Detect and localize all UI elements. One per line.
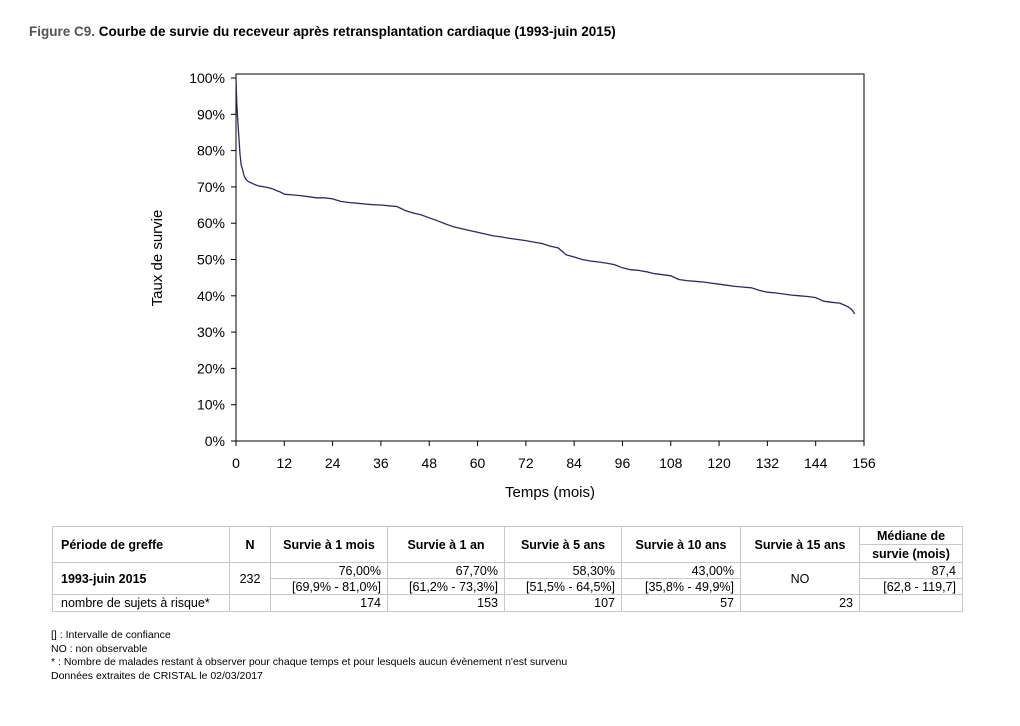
footnotes: [] : Intervalle de confiance NO : non ob… bbox=[51, 629, 567, 683]
y-tick-label: 90% bbox=[197, 106, 225, 122]
header-survival-1-month: Survie à 1 mois bbox=[270, 526, 388, 563]
ci-survival-10-years: [35,8% - 49,9%] bbox=[621, 578, 741, 595]
risk-5-years: 107 bbox=[504, 594, 622, 612]
header-median-line2: survie (mois) bbox=[859, 544, 963, 563]
x-tick-label: 72 bbox=[518, 455, 534, 471]
plot-frame bbox=[235, 73, 865, 442]
figure-title-text: Courbe de survie du receveur après retra… bbox=[98, 24, 616, 39]
x-tick-label: 24 bbox=[325, 455, 341, 471]
y-tick-label: 60% bbox=[197, 215, 225, 231]
figure-label: Figure C9. bbox=[29, 24, 96, 39]
risk-n bbox=[229, 594, 271, 612]
survival-curve bbox=[235, 77, 856, 315]
survival-table: Période de greffe N Survie à 1 mois Surv… bbox=[52, 526, 963, 612]
y-axis: 0% 10% 20% 30% 40% 50% 60% 70% 80% 90% 100% bbox=[189, 70, 236, 449]
x-tick-label: 0 bbox=[232, 455, 240, 471]
note-no: NO : non observable bbox=[51, 642, 148, 655]
x-tick-label: 108 bbox=[659, 455, 683, 471]
survival-chart: 0% 10% 20% 30% 40% 50% 60% 70% 80% 90% 100% 0 12 24 3… bbox=[149, 70, 876, 501]
x-tick-label: 120 bbox=[707, 455, 731, 471]
risk-1-month: 174 bbox=[270, 594, 388, 612]
y-tick-label: 20% bbox=[197, 360, 225, 376]
header-n: N bbox=[229, 526, 271, 563]
note-source: Données extraites de CRISTAL le 02/03/20… bbox=[51, 669, 263, 682]
header-survival-15-years: Survie à 15 ans bbox=[740, 526, 860, 563]
x-tick-label: 60 bbox=[470, 455, 486, 471]
figure-title: Figure C9. Courbe de survie du receveur … bbox=[29, 24, 616, 39]
note-ci: [] : Intervalle de confiance bbox=[51, 629, 171, 641]
x-tick-label: 132 bbox=[756, 455, 780, 471]
header-survival-5-years: Survie à 5 ans bbox=[504, 526, 622, 563]
cell-survival-1-year: 67,70% bbox=[387, 562, 505, 579]
header-period: Période de greffe bbox=[52, 526, 230, 563]
ci-median: [62,8 - 119,7] bbox=[859, 578, 963, 595]
cell-survival-1-month: 76,00% bbox=[270, 562, 388, 579]
x-tick-label: 36 bbox=[373, 455, 389, 471]
risk-15-years: 23 bbox=[740, 594, 860, 612]
risk-label: nombre de sujets à risque* bbox=[52, 594, 230, 612]
header-survival-10-years: Survie à 10 ans bbox=[621, 526, 741, 563]
risk-10-years: 57 bbox=[621, 594, 741, 612]
x-tick-label: 96 bbox=[615, 455, 631, 471]
header-survival-1-year: Survie à 1 an bbox=[387, 526, 505, 563]
y-tick-label: 0% bbox=[205, 433, 225, 449]
x-tick-label: 48 bbox=[421, 455, 437, 471]
y-tick-label: 30% bbox=[197, 324, 225, 340]
cell-survival-5-years: 58,30% bbox=[504, 562, 622, 579]
ci-survival-5-years: [51,5% - 64,5%] bbox=[504, 578, 622, 595]
x-tick-label: 144 bbox=[804, 455, 828, 471]
y-tick-label: 80% bbox=[197, 143, 225, 159]
y-axis-label: Taux de survie bbox=[149, 210, 166, 307]
y-tick-label: 40% bbox=[197, 288, 225, 304]
ci-survival-1-month: [69,9% - 81,0%] bbox=[270, 578, 388, 595]
ci-survival-1-year: [61,2% - 73,3%] bbox=[387, 578, 505, 595]
x-tick-label: 84 bbox=[566, 455, 582, 471]
y-tick-label: 50% bbox=[197, 252, 225, 268]
row-period: 1993-juin 2015 bbox=[52, 562, 230, 595]
x-tick-label: 156 bbox=[852, 455, 876, 471]
y-tick-label: 10% bbox=[197, 397, 225, 413]
y-tick-label: 100% bbox=[189, 70, 225, 86]
row-n: 232 bbox=[229, 562, 271, 595]
note-at-risk: * : Nombre de malades restant à observer… bbox=[51, 656, 568, 668]
cell-survival-10-years: 43,00% bbox=[621, 562, 741, 579]
x-tick-label: 12 bbox=[277, 455, 293, 471]
header-median-line1: Médiane de bbox=[859, 526, 963, 545]
x-axis: 0 12 24 36 48 60 72 84 96 108 120 132 144 156 bbox=[232, 441, 876, 471]
cell-median: 87,4 bbox=[859, 562, 963, 579]
risk-median bbox=[859, 594, 963, 612]
x-axis-label: Temps (mois) bbox=[505, 484, 595, 501]
risk-1-year: 153 bbox=[387, 594, 505, 612]
y-tick-label: 70% bbox=[197, 179, 225, 195]
cell-survival-15-years: NO bbox=[740, 562, 860, 595]
